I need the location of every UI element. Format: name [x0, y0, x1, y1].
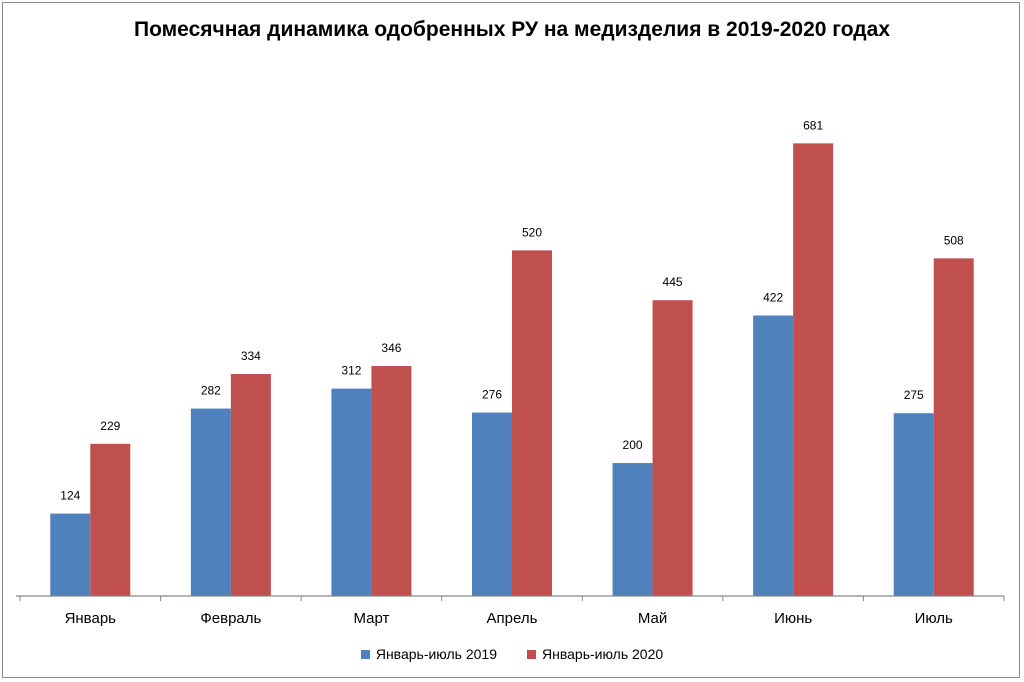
x-tick-label-0: Январь: [65, 610, 117, 627]
legend-swatch-2019: [360, 649, 370, 659]
legend-label-2020: Январь-июль 2020: [542, 646, 664, 662]
data-label-2019-6: 275: [904, 388, 924, 402]
x-tick-label-3: Апрель: [487, 610, 538, 627]
chart-title: Помесячная динамика одобренных РУ на мед…: [133, 18, 890, 41]
x-tick-label-5: Июнь: [774, 610, 812, 627]
bar-2020-4: [652, 300, 693, 596]
x-tick-label-6: Июль: [915, 610, 953, 627]
bar-2019-6: [893, 413, 934, 596]
bar-2019-2: [331, 388, 372, 596]
data-label-2019-5: 422: [763, 291, 783, 305]
data-label-2019-2: 312: [341, 364, 361, 378]
bar-2020-2: [371, 366, 412, 596]
data-label-2020-3: 520: [522, 225, 542, 239]
legend: Январь-июль 2019 Январь-июль 2020: [0, 646, 1024, 662]
data-label-2019-1: 282: [201, 384, 221, 398]
data-label-2020-6: 508: [944, 233, 964, 247]
data-label-2019-3: 276: [482, 388, 502, 402]
bar-2019-1: [190, 408, 231, 596]
data-label-2020-0: 229: [100, 419, 120, 433]
data-label-2020-2: 346: [381, 341, 401, 355]
data-label-2019-4: 200: [623, 438, 643, 452]
legend-item-2020: Январь-июль 2020: [527, 646, 663, 662]
x-tick-label-2: Март: [353, 610, 389, 627]
x-tick-label-1: Февраль: [200, 610, 261, 627]
legend-swatch-2020: [527, 649, 536, 659]
bar-2020-0: [90, 443, 131, 596]
bar-2019-5: [753, 315, 794, 596]
bar-2019-0: [50, 513, 91, 596]
legend-item-2019: Январь-июль 2019: [360, 646, 497, 662]
bar-2020-6: [933, 258, 974, 596]
bar-2019-3: [472, 412, 512, 596]
bar-2020-1: [230, 374, 271, 596]
bar-2019-4: [612, 463, 653, 596]
bar-2020-3: [512, 250, 552, 596]
x-tick-label-4: Май: [638, 610, 667, 627]
data-label-2020-5: 681: [803, 118, 823, 132]
legend-label-2019: Январь-июль 2019: [375, 646, 497, 662]
data-label-2020-4: 445: [663, 275, 683, 289]
bar-2020-5: [793, 143, 834, 596]
data-label-2019-0: 124: [60, 489, 80, 503]
data-label-2020-1: 334: [241, 349, 261, 363]
